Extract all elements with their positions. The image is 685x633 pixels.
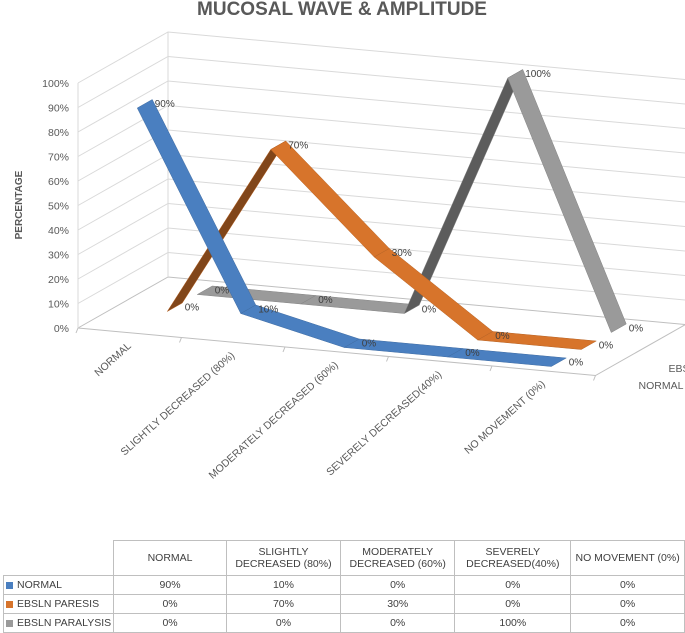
row-label-paresis: EBSLN PARESIS	[17, 598, 99, 610]
x-tick-mark	[283, 347, 285, 352]
table-cell: 0%	[571, 595, 685, 614]
x-tick-label: NO MOVEMENT (0%)	[462, 378, 547, 457]
data-label: 0%	[465, 348, 480, 359]
gridlines	[76, 32, 685, 381]
table-header-no-movement: NO MOVEMENT (0%)	[571, 541, 685, 576]
x-tick-mark	[490, 366, 492, 371]
table-row-head: EBSLN PARESIS	[4, 595, 114, 614]
y-axis-label: PERCENTAGE	[14, 170, 25, 239]
x-tick-mark	[387, 357, 389, 362]
x-tick-mark	[76, 328, 78, 333]
table-row-head: EBSLN PARALYSIS	[4, 614, 114, 633]
legend-swatch-normal	[6, 582, 13, 589]
table-row: EBSLN PARALYSIS 0% 0% 0% 100% 0%	[4, 614, 685, 633]
y-tick-label: 30%	[48, 250, 69, 262]
legend-swatch-paralysis	[6, 620, 13, 627]
table-row-head: NORMAL	[4, 576, 114, 595]
data-label: 0%	[495, 331, 510, 342]
table-header-moderately-decreased: MODERATELY DECREASED (60%)	[341, 541, 455, 576]
table-cell: 0%	[341, 576, 455, 595]
gridline	[78, 179, 685, 230]
data-label: 30%	[392, 248, 412, 259]
data-label: 0%	[318, 295, 333, 306]
x-tick-label: SLIGHTLY DECREASED (80%)	[118, 350, 237, 459]
table-header-row: NORMAL SLIGHTLY DECREASED (80%) MODERATE…	[4, 541, 685, 576]
x-tick-label: SEVERELY DECREASED(40%)	[324, 369, 444, 479]
data-label: 0%	[215, 285, 230, 296]
table-cell: 0%	[114, 614, 227, 633]
data-label: 0%	[185, 302, 200, 313]
series-axis-labels: NORMALEBSLN PARESISEBSLN PARALYSIS	[639, 346, 685, 392]
y-tick-label: 60%	[48, 176, 69, 188]
series-ribbon-ebsln-paresis	[167, 141, 596, 350]
data-table: NORMAL SLIGHTLY DECREASED (80%) MODERATE…	[3, 540, 685, 633]
y-tick-label: 90%	[48, 103, 69, 115]
table-cell: 0%	[455, 595, 571, 614]
y-tick-label: 50%	[48, 201, 69, 213]
y-tick-label: 10%	[48, 299, 69, 311]
table-cell: 0%	[571, 614, 685, 633]
data-label: 0%	[362, 338, 377, 349]
table-cell: 10%	[226, 576, 340, 595]
series-ribbons	[137, 70, 626, 367]
x-tick-label: MODERATELY DECREASED (60%)	[207, 359, 341, 482]
legend-swatch-paresis	[6, 601, 13, 608]
series-axis-label: NORMAL	[639, 380, 684, 392]
table-cell: 90%	[114, 576, 227, 595]
table-cell: 0%	[455, 576, 571, 595]
data-label: 10%	[258, 304, 278, 315]
table-header-severely-decreased: SEVERELY DECREASED(40%)	[455, 541, 571, 576]
data-label: 0%	[599, 340, 614, 351]
data-label: 90%	[155, 99, 175, 110]
series-axis-label: EBSLN PARESIS	[669, 363, 685, 375]
y-tick-label: 40%	[48, 225, 69, 237]
chart-title: MUCOSAL WAVE & AMPLITUDE	[197, 0, 487, 20]
x-tick-mark	[594, 376, 596, 381]
y-tick-labels: 0% 10% 20% 30% 40% 50% 60% 70% 80% 90% 100%	[42, 78, 69, 335]
row-label-paralysis: EBSLN PARALYSIS	[17, 617, 111, 629]
y-tick-label: 80%	[48, 127, 69, 139]
x-tick-label: NORMAL	[92, 340, 134, 379]
data-label: 0%	[629, 323, 644, 334]
x-tick-mark	[180, 338, 182, 343]
table-cell: 0%	[226, 614, 340, 633]
table-cell: 100%	[455, 614, 571, 633]
chart: MUCOSAL WAVE & AMPLITUDE PERCENTAGE 0% 10…	[0, 0, 685, 535]
data-label: 0%	[422, 304, 437, 315]
data-label: 100%	[525, 69, 551, 80]
table-cell: 0%	[571, 576, 685, 595]
table-cell: 30%	[341, 595, 455, 614]
data-label: 0%	[569, 357, 584, 368]
row-label-normal: NORMAL	[17, 579, 62, 591]
table-corner-cell	[4, 541, 114, 576]
table-cell: 0%	[341, 614, 455, 633]
y-tick-label: 100%	[42, 78, 69, 90]
ribbon-segment	[508, 70, 627, 333]
y-tick-label: 0%	[54, 323, 69, 335]
table-row: EBSLN PARESIS 0% 70% 30% 0% 0%	[4, 595, 685, 614]
table-header-normal: NORMAL	[114, 541, 227, 576]
table-cell: 0%	[114, 595, 227, 614]
data-label: 70%	[288, 140, 308, 151]
y-tick-label: 20%	[48, 274, 69, 286]
ribbon-segment	[271, 141, 390, 257]
table-cell: 70%	[226, 595, 340, 614]
table-row: NORMAL 90% 10% 0% 0% 0%	[4, 576, 685, 595]
y-tick-label: 70%	[48, 152, 69, 164]
gridline	[78, 32, 685, 83]
table-header-slightly-decreased: SLIGHTLY DECREASED (80%)	[226, 541, 340, 576]
